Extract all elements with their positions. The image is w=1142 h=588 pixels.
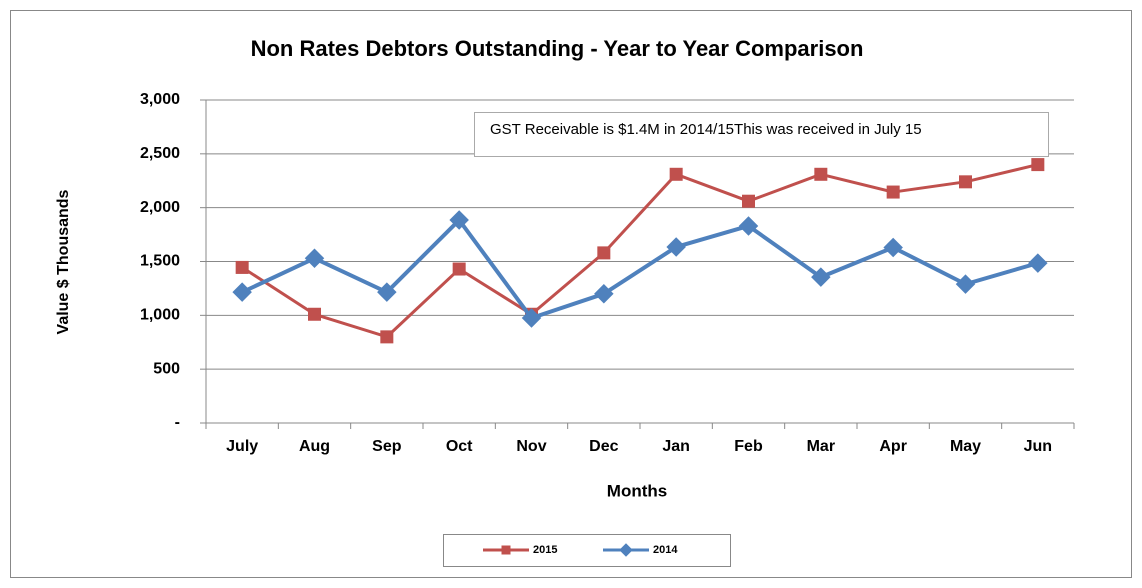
point — [1031, 158, 1045, 172]
series-line — [241, 163, 1039, 339]
y-tick-label: 2,500 — [140, 145, 180, 162]
x-tick-label: Apr — [879, 438, 907, 455]
legend-label: 2014 — [653, 544, 678, 556]
chart-title: Non Rates Debtors Outstanding - Year to … — [251, 36, 864, 61]
annotation: GST Receivable is $1.4M in 2014/15This w… — [490, 121, 922, 138]
x-tick-label: Oct — [446, 438, 473, 455]
point — [449, 210, 469, 230]
point — [742, 194, 755, 208]
point — [738, 216, 759, 236]
y-tick-label: - — [175, 414, 180, 431]
point — [452, 262, 466, 276]
point — [235, 260, 249, 274]
y-tick-label: 2,000 — [140, 199, 180, 216]
point — [594, 284, 614, 304]
y-tick-label: 1,000 — [140, 307, 180, 324]
x-tick-label: Feb — [734, 438, 763, 455]
x-tick-label: Mar — [807, 438, 835, 455]
point — [619, 543, 633, 557]
point — [886, 185, 900, 199]
x-tick-label: May — [950, 438, 981, 455]
x-tick-label: Aug — [299, 438, 330, 455]
x-tick-label: Nov — [516, 438, 546, 455]
x-tick-label: Jan — [662, 438, 690, 455]
x-tick-label: Dec — [589, 438, 618, 455]
series-line — [241, 218, 1039, 321]
chart-border — [10, 10, 1132, 578]
y-tick-label: 1,500 — [140, 253, 180, 270]
point — [304, 248, 325, 269]
point — [232, 282, 252, 302]
x-axis-label: Months — [607, 481, 667, 500]
point — [501, 545, 511, 555]
legend-label: 2015 — [533, 544, 557, 556]
point — [883, 237, 903, 258]
point — [377, 282, 397, 302]
y-tick-label: 3,000 — [140, 91, 180, 108]
point — [811, 267, 831, 287]
y-axis-label: Value $ Thousands — [55, 189, 72, 334]
annotation-box — [474, 112, 1049, 157]
point — [959, 175, 972, 189]
point — [521, 308, 542, 328]
point — [380, 330, 394, 344]
point — [955, 274, 976, 294]
point — [814, 167, 828, 181]
point — [1028, 253, 1048, 273]
point — [308, 307, 321, 321]
x-tick-label: July — [226, 438, 258, 455]
x-tick-label: Jun — [1024, 438, 1052, 455]
point — [597, 246, 611, 260]
point — [669, 167, 683, 181]
point — [666, 237, 686, 257]
x-tick-label: Sep — [372, 438, 402, 455]
y-tick-label: 500 — [153, 360, 180, 377]
